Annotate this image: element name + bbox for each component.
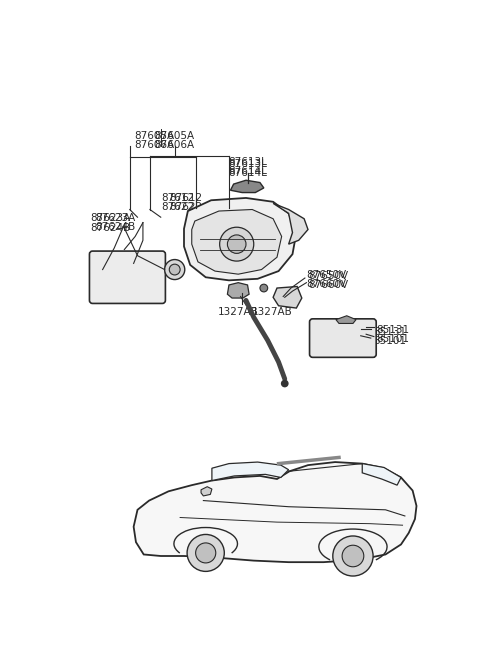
Polygon shape (212, 462, 288, 481)
Text: 87612: 87612 (169, 193, 202, 202)
Text: 87623A: 87623A (90, 214, 131, 223)
Text: 85131: 85131 (373, 327, 406, 337)
Text: 87660V: 87660V (308, 280, 348, 290)
Text: 87622: 87622 (161, 202, 194, 212)
Circle shape (165, 259, 185, 280)
Text: 87614L: 87614L (228, 166, 267, 176)
Text: 87613L: 87613L (228, 159, 267, 169)
Polygon shape (273, 203, 308, 244)
Text: 85101: 85101 (373, 336, 406, 346)
Circle shape (196, 543, 216, 563)
Circle shape (333, 536, 373, 576)
Polygon shape (192, 210, 282, 274)
Circle shape (260, 284, 268, 292)
Polygon shape (273, 286, 302, 308)
Text: 87614L: 87614L (228, 168, 267, 178)
Circle shape (187, 534, 224, 571)
Polygon shape (184, 198, 296, 280)
Text: 87606A: 87606A (155, 140, 195, 150)
Text: 87650V: 87650V (308, 271, 348, 281)
Text: 87622: 87622 (169, 202, 202, 212)
Text: 87605A: 87605A (155, 131, 195, 141)
Text: 87623A: 87623A (96, 213, 136, 223)
Text: 87613L: 87613L (228, 157, 267, 167)
Text: 87650V: 87650V (306, 270, 347, 280)
Circle shape (281, 380, 288, 387)
Polygon shape (362, 464, 401, 485)
Text: 87660V: 87660V (306, 279, 347, 289)
FancyBboxPatch shape (89, 251, 166, 303)
Polygon shape (230, 180, 264, 193)
Polygon shape (201, 487, 212, 496)
Circle shape (342, 545, 364, 567)
FancyBboxPatch shape (310, 319, 376, 358)
Text: 85101: 85101 (376, 334, 409, 345)
Polygon shape (336, 316, 356, 324)
Text: 1327AB: 1327AB (218, 307, 259, 316)
Text: 1327AB: 1327AB (252, 307, 293, 316)
Text: 87606A: 87606A (134, 140, 175, 150)
Polygon shape (228, 283, 249, 298)
Text: 85131: 85131 (376, 325, 409, 335)
Circle shape (220, 227, 254, 261)
Text: 87605A: 87605A (134, 131, 175, 141)
Polygon shape (133, 462, 417, 562)
Circle shape (228, 235, 246, 253)
Text: 87624B: 87624B (96, 222, 136, 232)
Text: 87612: 87612 (161, 193, 194, 202)
Circle shape (169, 264, 180, 275)
Text: 87624B: 87624B (90, 223, 131, 233)
